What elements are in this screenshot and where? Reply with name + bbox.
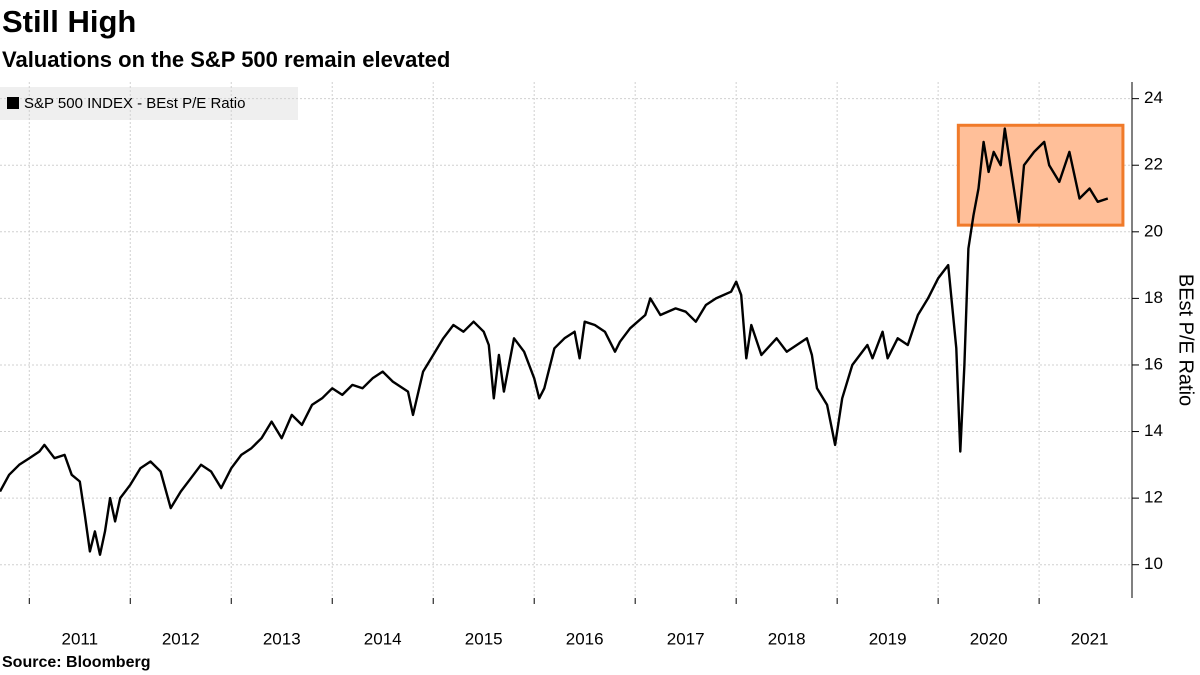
chart-title: Still High <box>2 4 136 39</box>
y-axis-label: BEst P/E Ratio <box>1175 274 1197 406</box>
x-tick-label: 2011 <box>61 629 98 648</box>
x-tick-label: 2015 <box>465 629 503 648</box>
x-tick-label: 2016 <box>566 629 604 648</box>
highlight-box <box>956 123 1125 227</box>
x-tick-label: 2017 <box>667 629 705 648</box>
y-tick-label: 16 <box>1144 354 1163 373</box>
legend-swatch <box>7 97 19 109</box>
x-tick-label: 2020 <box>970 629 1008 648</box>
legend-box <box>0 87 298 120</box>
line-series <box>0 127 1109 556</box>
x-tick-label: 2018 <box>768 629 806 648</box>
x-tick-label: 2012 <box>162 629 200 648</box>
y-tick-label: 22 <box>1144 155 1163 174</box>
y-tick-label: 18 <box>1144 288 1163 307</box>
chart-subtitle: Valuations on the S&P 500 remain elevate… <box>2 47 450 72</box>
x-tick-label: 2021 <box>1071 629 1109 648</box>
x-tick-label: 2013 <box>263 629 301 648</box>
legend-label: S&P 500 INDEX - BEst P/E Ratio <box>24 95 245 112</box>
y-tick-label: 12 <box>1144 488 1163 507</box>
y-tick-label: 14 <box>1144 421 1163 440</box>
x-tick-label: 2014 <box>364 629 402 648</box>
y-tick-label: 24 <box>1144 88 1163 107</box>
source: Source: Bloomberg <box>2 654 150 671</box>
y-tick-label: 10 <box>1144 554 1163 573</box>
y-tick-label: 20 <box>1144 221 1163 240</box>
x-tick-label: 2019 <box>869 629 907 648</box>
